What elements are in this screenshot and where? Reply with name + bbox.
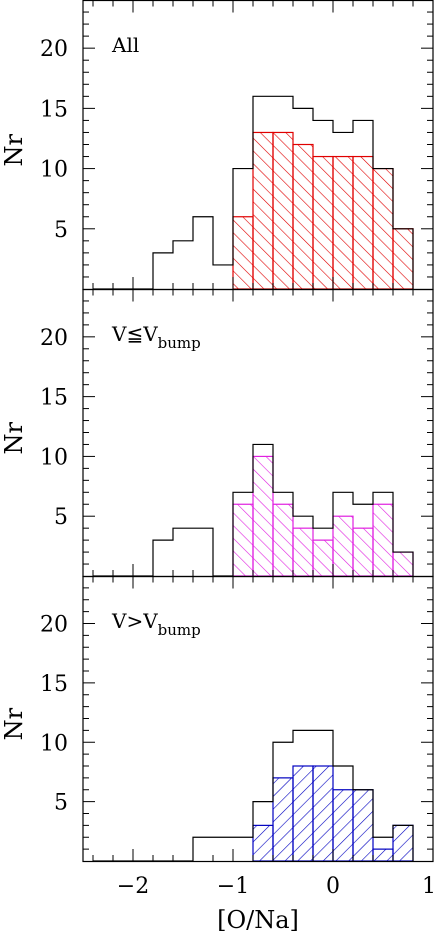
- subset-bar: [252, 824, 274, 862]
- y-tick-label: 10: [40, 731, 68, 756]
- subset-bar: [332, 515, 354, 577]
- y-axis-title: Nr: [0, 134, 28, 167]
- subset-bar: [352, 527, 374, 577]
- y-tick-label: 20: [40, 326, 68, 351]
- total-histogram-outline: [93, 443, 414, 577]
- y-tick-label: 10: [40, 445, 68, 470]
- y-tick-label: 15: [40, 97, 68, 122]
- subset-bar: [292, 527, 314, 577]
- subset-bar: [252, 131, 274, 290]
- subset-bar: [372, 848, 394, 862]
- subset-bar: [312, 155, 334, 290]
- y-tick-label: 5: [54, 791, 68, 816]
- y-tick-label: 10: [40, 158, 68, 183]
- y-axis-title: Nr: [0, 707, 28, 740]
- subset-bar: [232, 503, 254, 577]
- subset-bar: [292, 143, 314, 290]
- subset-bar: [352, 155, 374, 290]
- y-tick-label: 5: [54, 218, 68, 243]
- subset-bar: [272, 777, 294, 862]
- subset-bar: [312, 539, 334, 577]
- x-tick-label: 1: [422, 874, 436, 899]
- panel-1: 5 10 15 20 Nr V≦Vbump: [0, 288, 434, 578]
- subset-bar: [372, 503, 394, 577]
- x-axis-title: [O/Na]: [217, 906, 299, 934]
- subset-bar: [392, 824, 414, 862]
- y-tick-label: 15: [40, 386, 68, 411]
- y-tick-label: 20: [40, 37, 68, 62]
- panel-label: V≦Vbump: [111, 322, 201, 352]
- subset-bar: [312, 765, 334, 862]
- subset-bar: [272, 131, 294, 290]
- subset-bar: [372, 167, 394, 290]
- y-tick-label: 5: [54, 505, 68, 530]
- subset-bar: [332, 789, 354, 862]
- y-axis-title: Nr: [0, 421, 28, 454]
- x-tick-label: −1: [217, 874, 249, 899]
- panel-label: V>Vbump: [111, 609, 201, 639]
- x-tick-label: 0: [326, 874, 340, 899]
- x-tick-label: −2: [117, 874, 149, 899]
- y-tick-label: 20: [40, 613, 68, 638]
- panel-label: All: [111, 33, 139, 57]
- subset-bar: [252, 455, 274, 577]
- total-histogram-outline: [93, 95, 414, 290]
- subset-bar: [332, 155, 354, 290]
- panel-0: 5 10 15 20 Nr All: [0, 0, 434, 291]
- panel-2: 5 10 15 20 Nr V>Vbump: [0, 575, 434, 863]
- subset-bar: [232, 216, 254, 290]
- subset-bar: [392, 228, 414, 290]
- subset-bar: [272, 503, 294, 577]
- y-tick-label: 15: [40, 672, 68, 697]
- subset-bar: [352, 789, 374, 862]
- subset-bar: [292, 765, 314, 862]
- subset-bar: [392, 551, 414, 577]
